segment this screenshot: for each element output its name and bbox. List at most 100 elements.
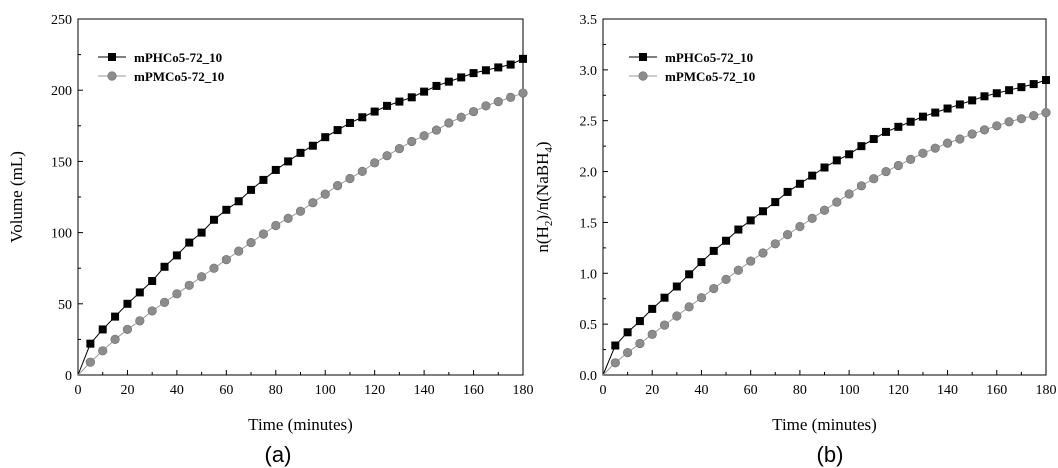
x-tick-label: 20: [120, 383, 134, 398]
data-point: [770, 239, 780, 249]
data-point: [635, 338, 645, 349]
data-point: [456, 112, 466, 122]
x-tick-label: 100: [315, 383, 336, 398]
data-point: [746, 256, 756, 266]
data-point: [135, 288, 144, 297]
data-point: [86, 339, 95, 348]
data-point: [857, 142, 866, 151]
x-tick-label: 60: [219, 383, 233, 398]
data-point: [795, 179, 804, 188]
data-point: [856, 181, 867, 191]
x-tick-label: 80: [269, 383, 283, 398]
data-point: [110, 334, 120, 345]
y-tick-label: 0.0: [580, 369, 598, 384]
x-tick-label: 120: [888, 383, 909, 398]
y-tick-label: 100: [51, 227, 72, 242]
series-line-2: [602, 112, 1047, 376]
data-point: [469, 69, 478, 78]
data-point: [758, 207, 767, 216]
x-tick-label: 140: [414, 383, 435, 398]
y-axis-title-subscript: 4: [543, 147, 555, 153]
data-point: [358, 113, 367, 122]
data-point: [271, 220, 281, 231]
data-point: [894, 122, 903, 131]
y-tick-label: 150: [51, 155, 72, 170]
data-point: [721, 274, 731, 284]
legend-label: mPHCo5-72_10: [134, 50, 222, 65]
data-point: [247, 185, 256, 194]
data-point: [320, 189, 330, 199]
data-point: [494, 63, 503, 72]
x-tick-label: 0: [600, 383, 607, 398]
data-point: [258, 229, 269, 239]
x-tick-label: 40: [694, 383, 708, 398]
y-tick-label: 3.0: [580, 64, 598, 79]
panel-caption: (a): [265, 442, 292, 467]
data-point: [222, 205, 231, 214]
data-point: [370, 158, 380, 168]
data-point: [931, 108, 940, 117]
y-tick-label: 1.0: [580, 267, 598, 282]
data-point: [1029, 80, 1038, 89]
data-point: [1016, 114, 1026, 124]
data-point: [844, 189, 854, 199]
data-point: [783, 187, 792, 196]
data-point: [481, 101, 491, 111]
legend-marker: [638, 71, 648, 81]
x-tick-label: 20: [645, 383, 659, 398]
data-point: [420, 87, 429, 96]
data-point: [148, 277, 157, 286]
data-point: [967, 129, 977, 139]
data-point: [697, 258, 706, 267]
data-point: [395, 97, 404, 106]
data-point: [209, 215, 218, 224]
y-axis-title: n(H2)/n(NaBH4): [533, 141, 555, 252]
data-point: [1017, 83, 1026, 92]
data-point: [382, 151, 392, 161]
data-point: [122, 324, 133, 335]
data-point: [259, 175, 268, 184]
data-point: [942, 138, 953, 148]
y-tick-label: 2.0: [580, 166, 598, 181]
data-point: [481, 66, 490, 75]
x-tick-label: 160: [463, 383, 484, 398]
panel-caption: (b): [817, 442, 844, 467]
data-point: [918, 148, 928, 158]
data-point: [135, 316, 145, 326]
y-tick-label: 3.5: [580, 13, 598, 28]
data-point: [457, 73, 466, 82]
data-point: [795, 221, 805, 232]
data-point: [308, 198, 318, 208]
data-point: [123, 299, 132, 308]
data-point: [684, 302, 694, 312]
legend-label: mPMCo5-72_10: [665, 69, 755, 84]
data-point: [992, 121, 1002, 131]
series-line-1: [77, 58, 524, 376]
y-axis-title: Volume (mL): [7, 151, 26, 243]
data-point: [623, 328, 632, 337]
data-point: [209, 263, 219, 273]
series-line-2: [77, 92, 524, 376]
data-point: [197, 228, 206, 237]
data-point: [308, 141, 317, 150]
data-point: [357, 166, 367, 176]
data-point: [758, 248, 768, 258]
data-point: [444, 118, 454, 128]
data-point: [184, 280, 194, 290]
data-point: [771, 198, 780, 207]
x-tick-label: 0: [75, 383, 82, 398]
data-point: [819, 205, 830, 215]
data-point: [321, 133, 330, 142]
data-point: [660, 293, 669, 302]
data-point: [832, 156, 841, 165]
data-point: [271, 165, 280, 174]
x-axis-title: Time (minutes): [772, 415, 877, 434]
x-tick-label: 60: [744, 383, 758, 398]
data-point: [345, 173, 355, 184]
data-point: [1029, 111, 1039, 121]
y-axis-title-subscript: 2: [543, 221, 555, 227]
data-point: [519, 54, 527, 63]
data-point: [160, 262, 169, 271]
data-point: [185, 238, 194, 247]
data-point: [659, 320, 670, 330]
